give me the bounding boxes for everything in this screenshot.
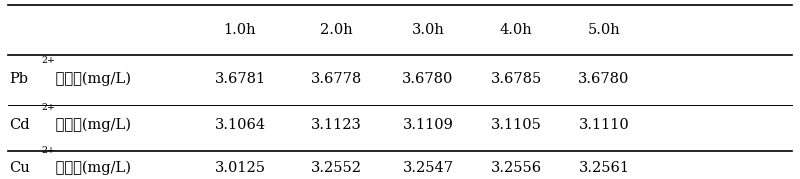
Text: 3.6780: 3.6780	[578, 72, 630, 86]
Text: 3.1064: 3.1064	[214, 118, 266, 132]
Text: 3.0h: 3.0h	[411, 23, 445, 37]
Text: 3.2552: 3.2552	[310, 161, 362, 175]
Text: 5.0h: 5.0h	[588, 23, 620, 37]
Text: 3.1109: 3.1109	[402, 118, 454, 132]
Text: 3.1110: 3.1110	[578, 118, 630, 132]
Text: 1.0h: 1.0h	[224, 23, 256, 37]
Text: 3.1105: 3.1105	[490, 118, 542, 132]
Text: 3.2561: 3.2561	[578, 161, 630, 175]
Text: 3.1123: 3.1123	[310, 118, 362, 132]
Text: 2.0h: 2.0h	[320, 23, 352, 37]
Text: 吸附量(mg/L): 吸附量(mg/L)	[51, 72, 131, 86]
Text: 吸附量(mg/L): 吸附量(mg/L)	[51, 161, 131, 175]
Text: 2+: 2+	[42, 146, 56, 155]
Text: 4.0h: 4.0h	[500, 23, 532, 37]
Text: 3.2556: 3.2556	[490, 161, 542, 175]
Text: 2+: 2+	[42, 56, 56, 65]
Text: 3.0125: 3.0125	[214, 161, 266, 175]
Text: 3.6780: 3.6780	[402, 72, 454, 86]
Text: 2+: 2+	[42, 103, 56, 112]
Text: 3.6785: 3.6785	[490, 72, 542, 86]
Text: Cu: Cu	[10, 161, 30, 175]
Text: Cd: Cd	[10, 118, 30, 132]
Text: 3.6778: 3.6778	[310, 72, 362, 86]
Text: 吸附量(mg/L): 吸附量(mg/L)	[51, 118, 131, 132]
Text: 3.2547: 3.2547	[402, 161, 454, 175]
Text: Pb: Pb	[10, 72, 29, 86]
Text: 3.6781: 3.6781	[214, 72, 266, 86]
